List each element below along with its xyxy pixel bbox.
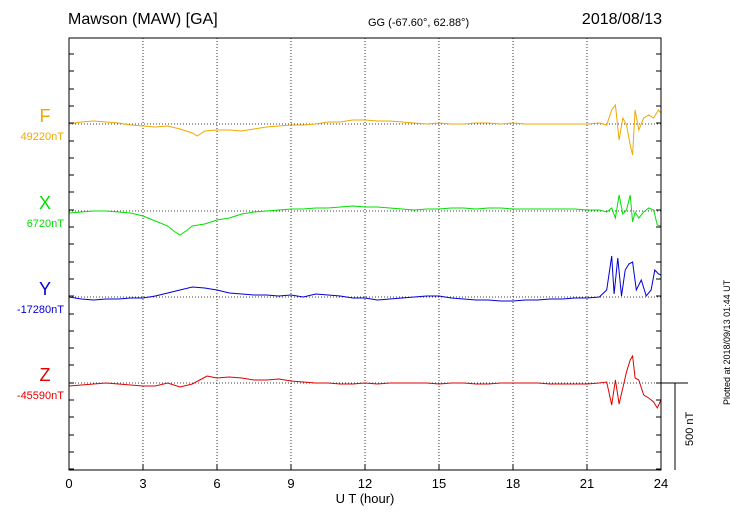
component-label-z: Z xyxy=(40,365,51,385)
x-tick-label: 0 xyxy=(65,476,72,491)
scale-label: 500 nT xyxy=(684,411,696,446)
x-tick-label: 24 xyxy=(654,476,668,491)
x-tick-label: 15 xyxy=(432,476,446,491)
scale-bar: 500 nT xyxy=(661,382,696,470)
series-line-f xyxy=(68,103,662,156)
x-tick-label: 18 xyxy=(506,476,520,491)
x-axis-title: U T (hour) xyxy=(336,491,395,506)
baseline-value-y: -17280nT xyxy=(17,304,64,316)
x-tick-label: 6 xyxy=(213,476,220,491)
component-label-x: X xyxy=(39,193,51,213)
date-label: 2018/08/13 xyxy=(581,11,662,28)
station-title: Mawson (MAW) [GA] xyxy=(68,11,218,28)
baseline-value-f: 49220nT xyxy=(21,131,65,143)
component-label-f: F xyxy=(40,106,51,126)
station-coordinates: GG (-67.60°, 62.88°) xyxy=(368,17,470,29)
series-line-z xyxy=(68,354,662,410)
x-tick-label: 12 xyxy=(358,476,372,491)
series-line-x xyxy=(68,194,662,236)
component-label-y: Y xyxy=(39,279,51,299)
baseline-value-x: 6720nT xyxy=(27,218,65,230)
x-tick-label: 21 xyxy=(580,476,594,491)
series-line-y xyxy=(68,255,662,302)
x-tick-label: 9 xyxy=(287,476,294,491)
x-tick-label: 3 xyxy=(139,476,146,491)
baseline-value-z: -45590nT xyxy=(17,390,64,402)
